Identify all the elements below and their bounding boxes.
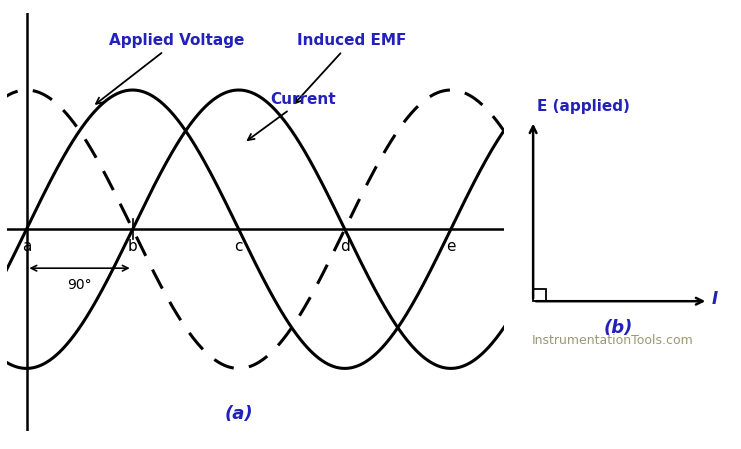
Text: e: e: [446, 239, 456, 254]
Text: Induced EMF: Induced EMF: [295, 34, 406, 103]
Text: 90°: 90°: [67, 278, 92, 292]
Text: (a): (a): [225, 405, 253, 423]
Text: InstrumentationTools.com: InstrumentationTools.com: [531, 334, 694, 347]
Text: I: I: [712, 291, 718, 308]
Text: a: a: [21, 239, 31, 254]
Text: E (applied): E (applied): [536, 99, 630, 114]
Text: Current: Current: [247, 92, 336, 140]
Text: c: c: [234, 239, 243, 254]
Text: Applied Voltage: Applied Voltage: [96, 34, 245, 104]
Text: d: d: [340, 239, 350, 254]
Text: b: b: [127, 239, 138, 254]
Text: (b): (b): [603, 319, 633, 337]
